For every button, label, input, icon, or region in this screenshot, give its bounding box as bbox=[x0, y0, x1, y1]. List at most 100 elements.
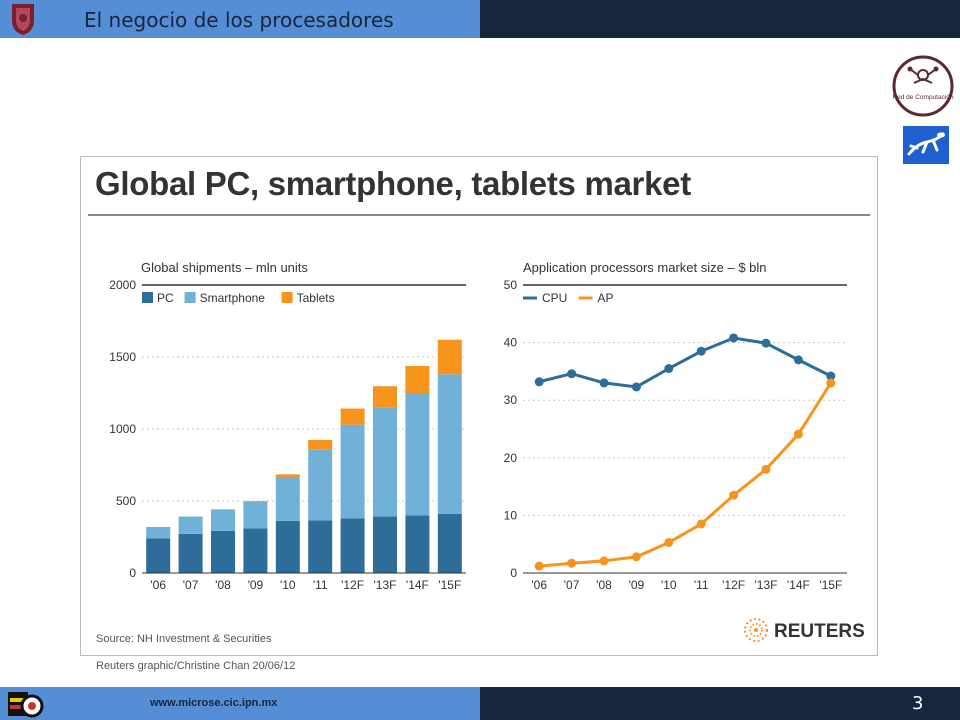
ap-chart-title: Application processors market size – $ b… bbox=[523, 260, 767, 275]
shipments-x-tick: '11 bbox=[313, 578, 328, 592]
ap-x-tick: '09 bbox=[629, 578, 645, 592]
bar-smartphone bbox=[308, 449, 333, 521]
line-ap bbox=[539, 382, 833, 568]
point-ap bbox=[696, 519, 706, 529]
bar-tablets bbox=[373, 386, 397, 408]
legend-label-pc: PC bbox=[157, 291, 174, 305]
shipments-y-tick: 1000 bbox=[109, 422, 136, 436]
point-ap bbox=[534, 561, 544, 571]
ipn-logo-icon bbox=[12, 4, 34, 35]
ap-x-tick: '06 bbox=[531, 578, 547, 592]
footer-bar-dark bbox=[480, 687, 960, 720]
bar-smartphone bbox=[211, 509, 235, 531]
point-ap bbox=[761, 464, 771, 474]
bar-smartphone bbox=[243, 501, 268, 529]
bar-pc bbox=[373, 516, 397, 573]
point-cpu bbox=[631, 382, 641, 392]
bar-tablets bbox=[405, 365, 430, 393]
point-ap bbox=[729, 490, 739, 500]
point-cpu bbox=[534, 377, 544, 387]
legend-label-smartphone: Smartphone bbox=[200, 291, 266, 305]
lizard-logo-icon bbox=[903, 126, 949, 164]
ap-y-tick: 50 bbox=[504, 278, 518, 292]
bar-tablets bbox=[308, 439, 333, 450]
point-cpu bbox=[793, 355, 803, 365]
ap-y-tick: 40 bbox=[504, 336, 518, 350]
shipments-y-tick: 500 bbox=[116, 494, 136, 508]
bar-smartphone bbox=[146, 526, 171, 539]
shipments-x-tick: '10 bbox=[280, 578, 296, 592]
footer-url[interactable]: www.microse.cic.ipn.mx bbox=[150, 697, 278, 709]
point-ap bbox=[567, 558, 577, 568]
point-cpu bbox=[761, 338, 771, 348]
ap-x-tick: '15F bbox=[819, 578, 842, 592]
ap-y-tick: 0 bbox=[510, 566, 517, 580]
legend-swatch-smartphone bbox=[184, 292, 196, 303]
legend-label-tablets: Tablets bbox=[297, 291, 335, 305]
bar-tablets bbox=[243, 501, 268, 502]
ap-x-tick: '07 bbox=[564, 578, 580, 592]
header-bar-dark bbox=[480, 0, 960, 38]
slide-title: El negocio de los procesadores bbox=[84, 8, 394, 32]
shipments-x-tick: '15F bbox=[438, 578, 461, 592]
shipments-y-tick: 2000 bbox=[109, 278, 136, 292]
point-cpu bbox=[696, 346, 706, 356]
ap-x-tick: '13F bbox=[755, 578, 778, 592]
shipments-chart-title: Global shipments – mln units bbox=[141, 260, 308, 275]
shipments-x-tick: '08 bbox=[215, 578, 231, 592]
ap-x-tick: '11 bbox=[694, 578, 709, 592]
line-cpu bbox=[538, 336, 832, 389]
bar-smartphone bbox=[373, 407, 397, 517]
bar-smartphone bbox=[178, 516, 203, 534]
shipments-x-tick: '13F bbox=[374, 578, 397, 592]
bar-pc bbox=[211, 530, 235, 573]
shipments-chart: 0 500 1000 1500 2000 '06 '07 '08 '09 '10 '11 '12F '1… bbox=[109, 278, 466, 592]
shipments-x-tick: '07 bbox=[183, 578, 199, 592]
legend-label-cpu: CPU bbox=[542, 291, 567, 305]
bar-tablets bbox=[340, 408, 365, 425]
point-ap bbox=[631, 552, 641, 562]
red-de-computacion-logo-icon: Red de Computación bbox=[892, 55, 954, 117]
shipments-y-tick: 1500 bbox=[109, 350, 136, 364]
legend-swatch-pc bbox=[142, 292, 153, 303]
graphic-credit: Reuters graphic/Christine Chan 20/06/12 bbox=[96, 660, 296, 672]
bar-tablets bbox=[275, 474, 300, 477]
legend-swatch-tablets bbox=[281, 292, 293, 303]
footer-bar-light bbox=[0, 687, 480, 720]
bar-pc bbox=[340, 518, 365, 573]
legend-label-ap: AP bbox=[598, 291, 614, 305]
point-ap bbox=[664, 537, 674, 547]
point-ap bbox=[826, 378, 836, 388]
shipments-x-tick: '09 bbox=[248, 578, 264, 592]
bar-pc bbox=[437, 513, 462, 573]
ap-y-tick: 20 bbox=[504, 451, 518, 465]
bar-smartphone bbox=[275, 476, 300, 521]
page-number: 3 bbox=[912, 693, 924, 714]
title-divider bbox=[88, 214, 870, 216]
figure-title: Global PC, smartphone, tablets market bbox=[95, 165, 691, 202]
bar-pc bbox=[243, 528, 268, 573]
reuters-logo-icon bbox=[744, 618, 768, 642]
ap-x-tick: '12F bbox=[722, 578, 745, 592]
bar-smartphone bbox=[437, 374, 462, 514]
shipments-x-tick: '06 bbox=[150, 578, 166, 592]
point-ap bbox=[599, 556, 609, 566]
point-cpu bbox=[567, 369, 577, 379]
ap-x-tick: '08 bbox=[596, 578, 612, 592]
shipments-x-tick: '14F bbox=[406, 578, 429, 592]
cic-logo-icon bbox=[8, 692, 44, 718]
ap-y-tick: 30 bbox=[504, 393, 518, 407]
point-cpu bbox=[664, 364, 674, 374]
point-cpu bbox=[826, 371, 836, 381]
ap-y-tick: 10 bbox=[504, 508, 518, 522]
ap-x-tick: '14F bbox=[787, 578, 810, 592]
bar-pc bbox=[405, 515, 430, 573]
ap-x-tick: '10 bbox=[661, 578, 677, 592]
point-ap bbox=[793, 429, 803, 439]
reuters-brand: REUTERS bbox=[774, 621, 865, 642]
bar-smartphone bbox=[340, 424, 365, 519]
source-note: Source: NH Investment & Securities bbox=[96, 633, 272, 645]
bar-pc bbox=[308, 520, 333, 573]
bar-tablets bbox=[437, 339, 462, 375]
